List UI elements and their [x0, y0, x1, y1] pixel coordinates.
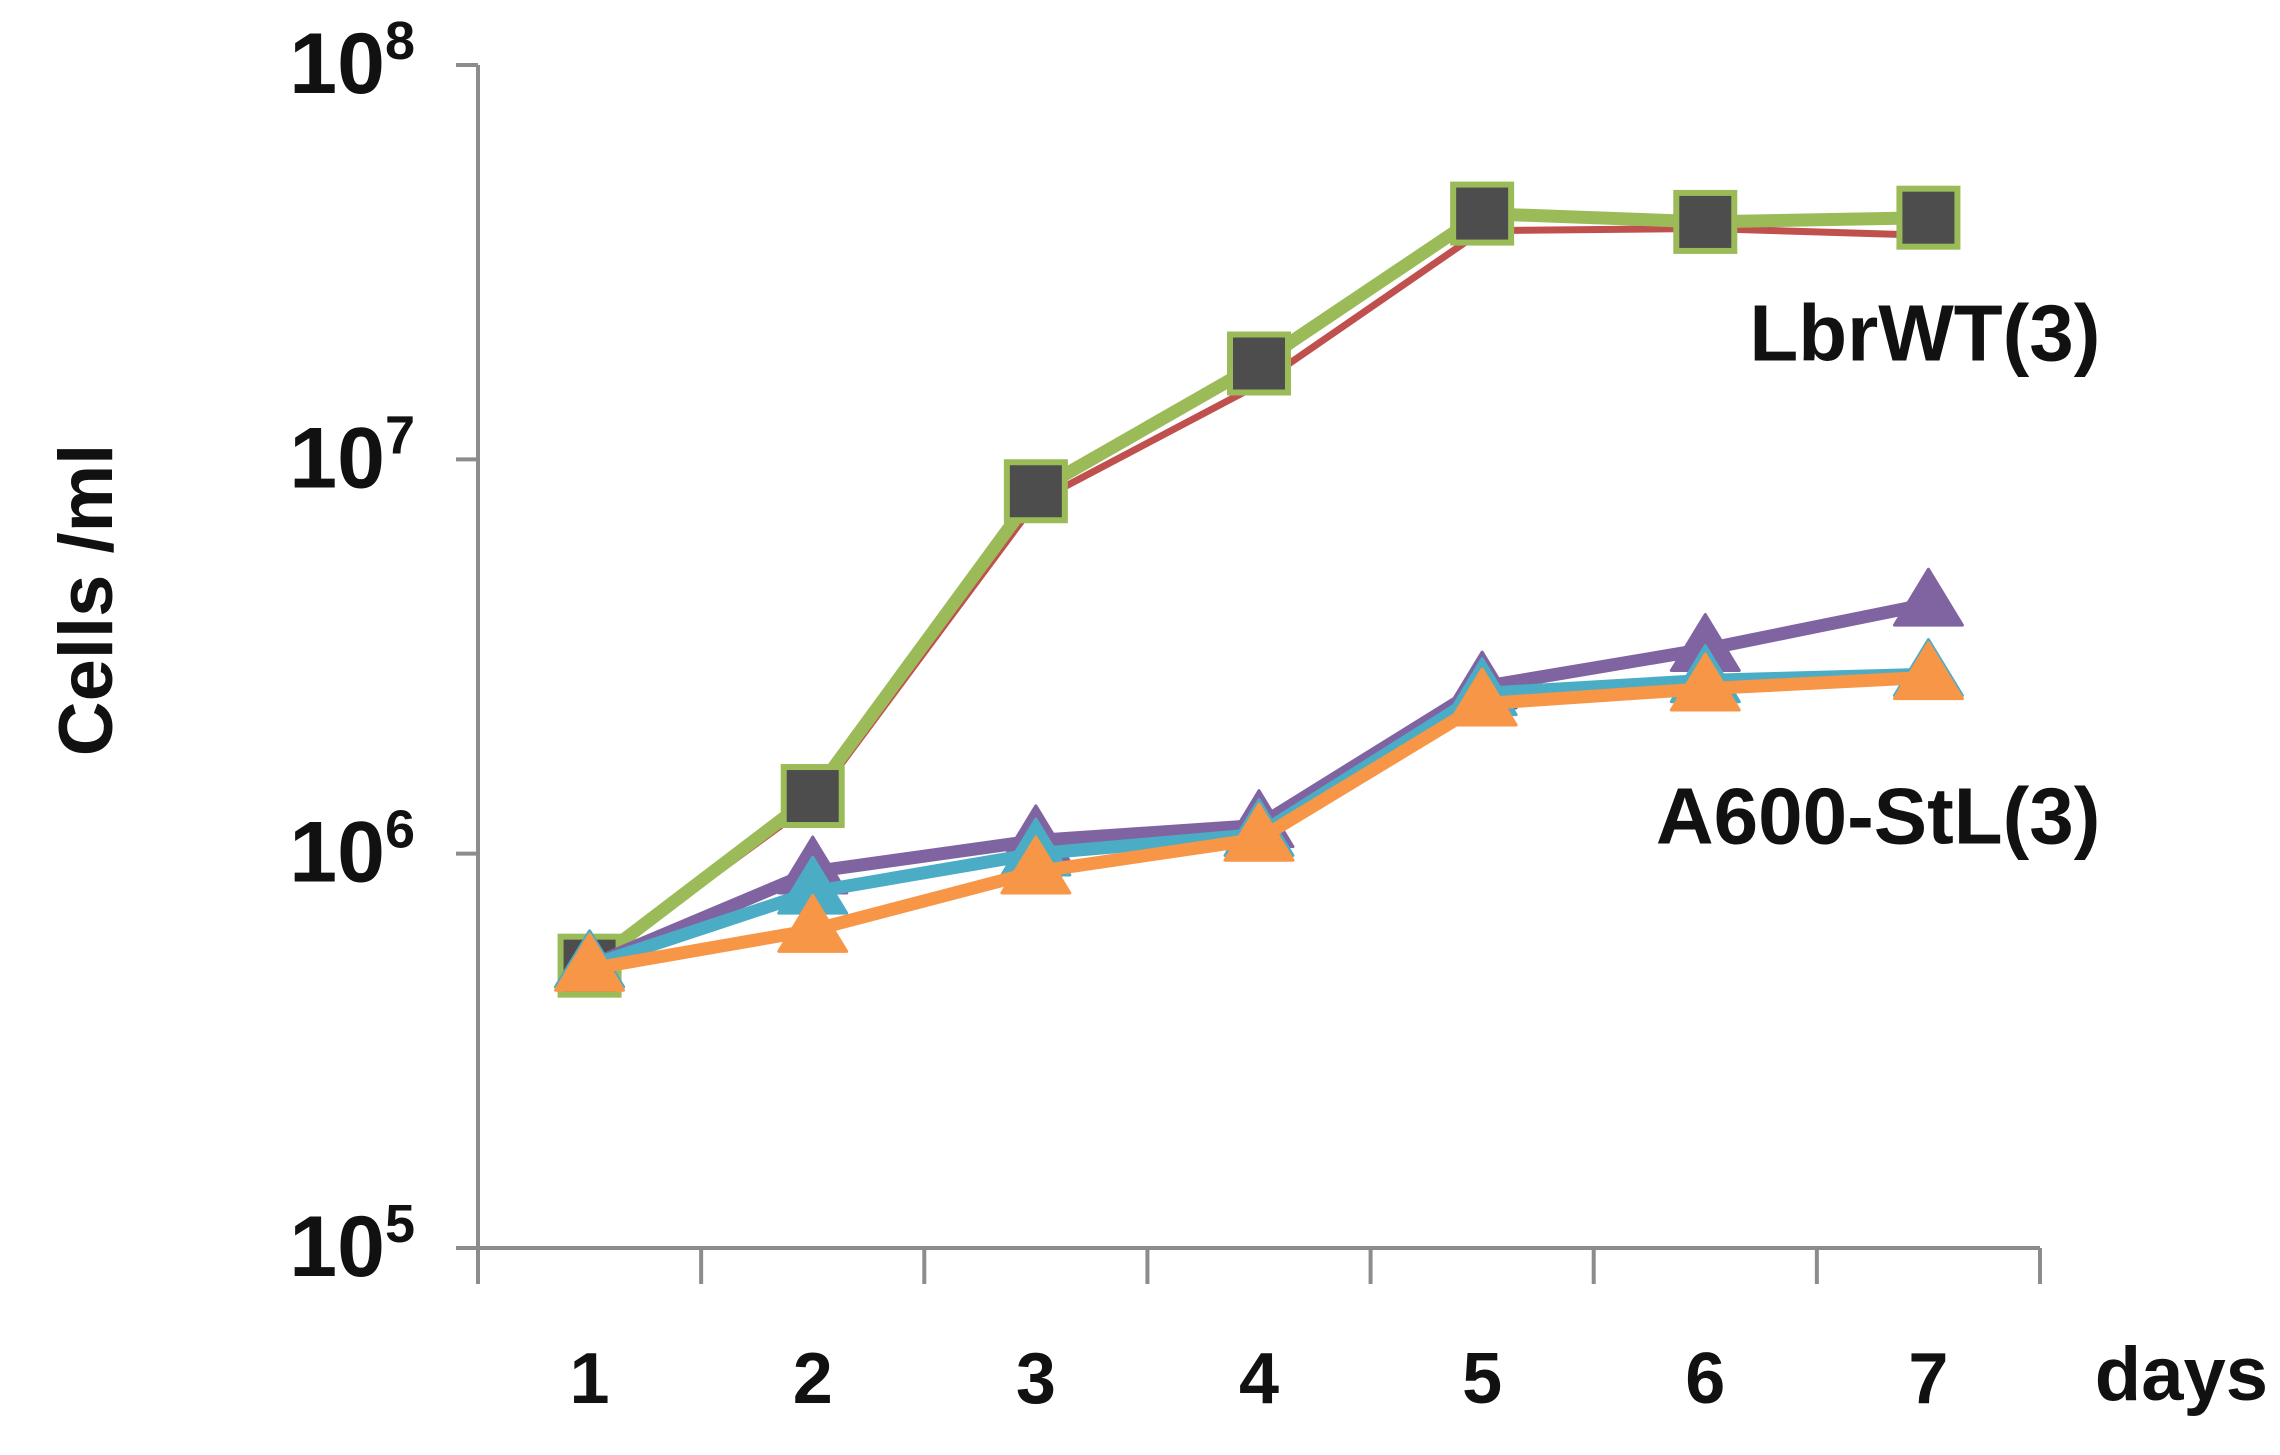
x-tick-label: 7	[1908, 1339, 1948, 1419]
data-point-triangle	[1000, 835, 1072, 895]
x-axis-title: days	[2095, 1332, 2268, 1417]
y-tick-base: 10	[289, 410, 385, 506]
annotation-label: A600-StL(3)	[1656, 771, 2101, 860]
y-tick-label: 105	[289, 1194, 415, 1295]
annotation-label: LbrWT(3)	[1749, 288, 2100, 377]
data-point-triangle	[1892, 641, 1964, 701]
data-point-square	[1896, 185, 1961, 250]
y-tick-label: 107	[289, 405, 415, 506]
x-tick-label: 1	[570, 1339, 610, 1419]
axes	[456, 63, 2042, 1284]
data-point-square	[780, 764, 845, 829]
data-point-square	[1673, 189, 1738, 254]
y-tick-base: 10	[289, 1199, 385, 1295]
data-point-triangle	[554, 932, 626, 992]
data-point-square	[1227, 331, 1291, 396]
series-layer	[554, 181, 1964, 998]
y-tick-base: 10	[289, 16, 385, 112]
y-tick-label: 106	[289, 800, 415, 901]
data-point-triangle	[1223, 802, 1295, 862]
x-tick-label: 6	[1685, 1339, 1725, 1419]
data-point-triangle	[777, 893, 849, 953]
data-point-square	[1450, 181, 1515, 246]
y-tick-base: 10	[289, 805, 385, 901]
y-tick-exponent: 5	[385, 1194, 415, 1254]
series-2	[557, 181, 1961, 998]
x-tick-label: 3	[1016, 1339, 1056, 1419]
y-tick-exponent: 6	[385, 800, 415, 860]
series-5	[554, 641, 1964, 992]
data-point-triangle	[1446, 667, 1518, 727]
x-tick-label: 2	[793, 1339, 833, 1419]
y-tick-label: 108	[289, 11, 415, 112]
y-tick-exponent: 7	[385, 405, 415, 465]
data-point-triangle	[1669, 652, 1741, 712]
y-tick-exponent: 8	[385, 11, 415, 71]
data-point-triangle	[1892, 567, 1964, 627]
y-axis-title: Cells /ml	[44, 444, 129, 757]
x-tick-label: 5	[1462, 1339, 1502, 1419]
x-tick-label: 4	[1239, 1339, 1279, 1419]
data-point-square	[1003, 459, 1068, 524]
